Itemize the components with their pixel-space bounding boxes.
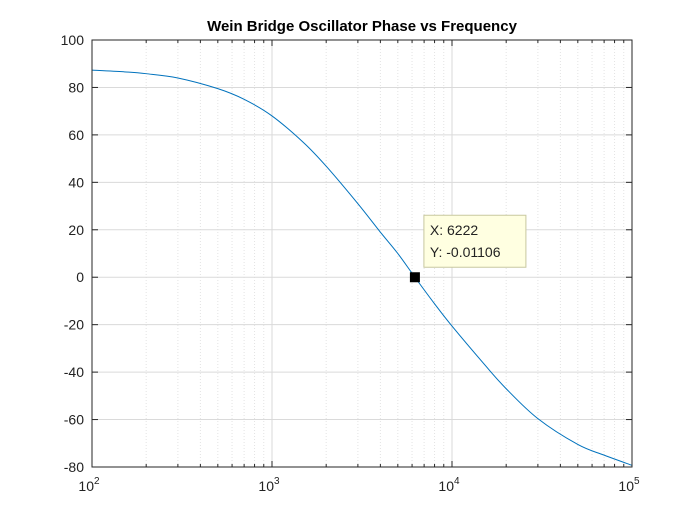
y-tick-label: -60 [64,412,84,428]
y-tick-label: 100 [61,32,85,48]
y-tick-label: 20 [68,222,84,238]
datatip-x-label: X: 6222 [430,222,478,238]
grid-lines [92,40,632,467]
axes-box [91,39,633,468]
datatip-y-label: Y: -0.01106 [430,244,501,260]
x-tick-label: 104 [438,476,460,494]
y-tick-label: -40 [64,364,84,380]
y-tick-label: 0 [76,269,84,285]
y-tick-label: -20 [64,317,84,333]
y-tick-label: 40 [68,174,84,190]
x-tick-label: 105 [618,476,640,494]
y-tick-label: -80 [64,459,84,475]
chart-title: Wein Bridge Oscillator Phase vs Frequenc… [207,18,517,35]
phase-series-line [91,69,633,466]
x-tick-label: 102 [78,476,100,494]
datatip-box[interactable] [423,214,527,268]
x-tick-label: 103 [258,476,280,494]
axis-ticks: 102 103 104 105 100 80 60 40 20 0 -20 -40 -60 -80 [61,32,640,494]
datatip-marker[interactable] [409,272,420,283]
y-tick-label: 80 [68,79,84,95]
y-tick-label: 60 [68,127,84,143]
datatip-layer[interactable]: X: 6222 Y: -0.01106 [409,214,527,283]
series-layer [91,69,633,466]
